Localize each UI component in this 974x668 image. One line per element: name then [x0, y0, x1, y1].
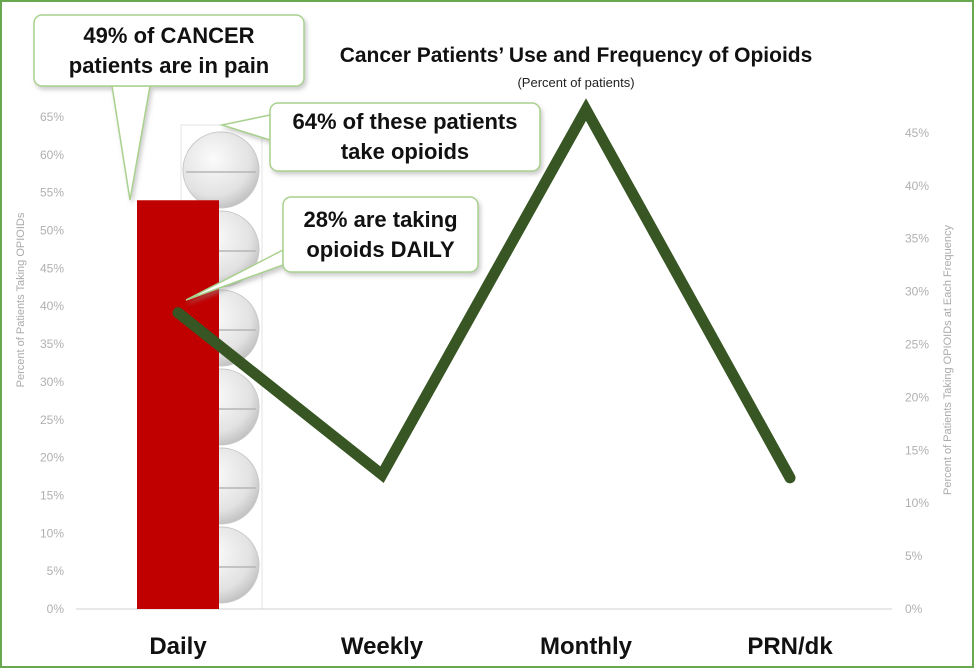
callout-text: 49% of CANCER patients are in pain	[42, 15, 296, 86]
y2-tick-label: 20%	[905, 390, 929, 404]
y2-tick-label: 45%	[905, 126, 929, 140]
y-tick-label: 55%	[40, 186, 64, 200]
x-tick-label: Weekly	[341, 633, 424, 660]
y2-tick-label: 15%	[905, 443, 929, 457]
y-tick-label: 35%	[40, 337, 64, 351]
chart-title: Cancer Patients’ Use and Frequency of Op…	[340, 44, 813, 67]
pill	[183, 132, 259, 208]
x-tick-label: Daily	[149, 633, 207, 660]
x-tick-label: Monthly	[540, 633, 633, 660]
y2-tick-label: 25%	[905, 337, 929, 351]
y-tick-label: 0%	[47, 602, 65, 616]
bar	[137, 200, 219, 609]
y2-tick-label: 5%	[905, 549, 923, 563]
y-tick-label: 50%	[40, 224, 64, 238]
x-tick-label: PRN/dk	[747, 633, 833, 660]
y-tick-label: 65%	[40, 110, 64, 124]
y2-tick-label: 10%	[905, 496, 929, 510]
y-tick-label: 20%	[40, 451, 64, 465]
y2-axis-label: Percent of Patients Taking OPIOIDs at Ea…	[942, 224, 954, 495]
y-tick-label: 10%	[40, 526, 64, 540]
y-tick-label: 5%	[47, 564, 65, 578]
y-tick-label: 45%	[40, 261, 64, 275]
y-tick-label: 25%	[40, 413, 64, 427]
y2-tick-label: 40%	[905, 179, 929, 193]
y2-tick-label: 35%	[905, 232, 929, 246]
chart: Cancer Patients’ Use and Frequency of Op…	[0, 0, 974, 668]
y-tick-label: 30%	[40, 375, 64, 389]
callout-text: 28% are taking opioids DAILY	[291, 197, 470, 272]
y-axis-label: Percent of Patients Taking OPIOIDs	[15, 212, 27, 387]
y2-tick-label: 30%	[905, 285, 929, 299]
callout-text: 64% of these patients take opioids	[278, 103, 532, 171]
chart-subtitle: (Percent of patients)	[517, 75, 634, 90]
page: Cancer Patients’ Use and Frequency of Op…	[0, 0, 974, 668]
callout-pointer	[112, 86, 150, 200]
y2-tick-label: 0%	[905, 602, 923, 616]
y-tick-label: 15%	[40, 488, 64, 502]
y-tick-label: 40%	[40, 299, 64, 313]
y-tick-label: 60%	[40, 148, 64, 162]
